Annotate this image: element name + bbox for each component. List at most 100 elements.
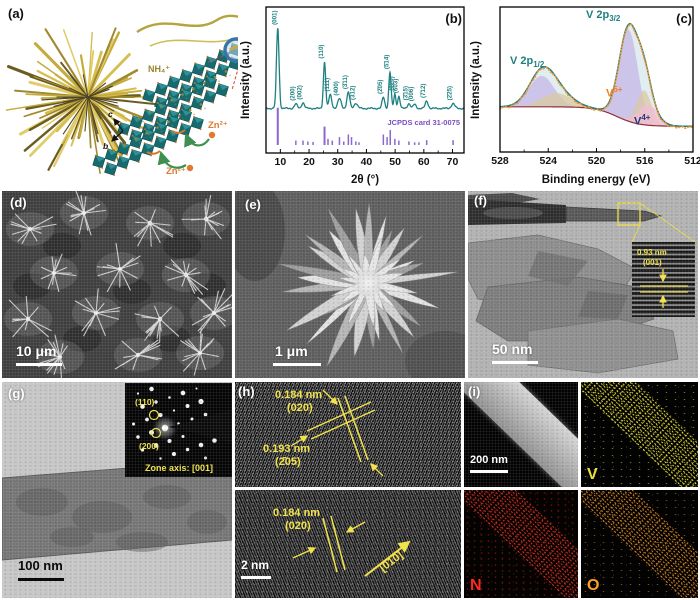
sem-void bbox=[153, 326, 191, 352]
urchin-spike bbox=[119, 268, 131, 291]
scalebar-h-text: 2 nm bbox=[241, 558, 270, 572]
urchin-core bbox=[57, 354, 63, 360]
urchin-spike bbox=[95, 310, 120, 314]
octahedron-facet bbox=[181, 103, 192, 110]
saed-ring-110 bbox=[148, 409, 160, 421]
zoom-dashed-line bbox=[207, 53, 229, 63]
nh4-dot bbox=[170, 98, 173, 102]
panel-a-schematic: NH₄⁺ Zn²⁺ Zn²⁺ c b (a) bbox=[2, 2, 260, 189]
panel-d-label: (d) bbox=[10, 195, 27, 210]
urchin-spike bbox=[200, 298, 215, 314]
urchin-spike bbox=[213, 307, 232, 314]
urchin-spike bbox=[137, 222, 151, 238]
nh4-dot-small bbox=[117, 153, 119, 156]
eds-map-v-quad: V bbox=[581, 382, 698, 487]
urchin-spike bbox=[88, 97, 127, 145]
vertex-dot bbox=[199, 128, 202, 131]
urchin-spike bbox=[87, 99, 92, 149]
vertex-dot bbox=[150, 154, 153, 157]
xps-plot: Binding energy (eV) Intensity (a.u.) 528… bbox=[470, 6, 700, 186]
diffraction-spot bbox=[204, 456, 207, 460]
vertex-dot bbox=[144, 128, 146, 131]
nh4-dot-small bbox=[160, 130, 163, 133]
urchin-spike bbox=[149, 209, 156, 224]
inset-connector-2 bbox=[631, 224, 641, 243]
xps-component-3 bbox=[496, 75, 588, 108]
diffraction-spot bbox=[167, 438, 172, 444]
inset-plane-text: (001) bbox=[643, 258, 662, 267]
urchin-spike bbox=[10, 223, 31, 230]
xrd-peak-label: (111) bbox=[324, 78, 331, 92]
xrd-peak-label: (3̄15) bbox=[402, 86, 409, 100]
xrd-peak-label: (3̄11) bbox=[342, 75, 349, 89]
zn-ion-right bbox=[208, 131, 216, 139]
tem-f-nanobelt-thin bbox=[565, 206, 663, 222]
urchin-spike bbox=[40, 272, 55, 280]
urchin-spike bbox=[54, 334, 61, 358]
vertex-dot bbox=[174, 141, 177, 144]
urchin-spike bbox=[205, 218, 219, 227]
x-tick-label: 10 bbox=[275, 156, 287, 168]
urchin-spike bbox=[82, 308, 97, 314]
vertex-dot bbox=[168, 129, 171, 131]
octahedron-facet bbox=[107, 162, 117, 170]
urchin-core bbox=[51, 270, 57, 276]
nh4-dot bbox=[202, 81, 206, 85]
lattice-line bbox=[306, 401, 372, 432]
lattice-line bbox=[337, 397, 362, 463]
panel-i-label: (i) bbox=[468, 384, 481, 399]
octahedron-facet bbox=[145, 89, 156, 96]
urchin-spike-dark bbox=[87, 82, 107, 98]
tem-f-facet-2 bbox=[578, 291, 628, 319]
vertex-dot bbox=[168, 109, 171, 112]
vertex-dot bbox=[206, 55, 209, 58]
urchin-spike bbox=[27, 318, 52, 332]
nh4-dot-small bbox=[185, 97, 188, 100]
octahedron-facet bbox=[207, 56, 217, 63]
hrtem-top-marks: 0.184 nm (020) 0.193 nm (2̄05) bbox=[263, 389, 384, 477]
spacing-arrow bbox=[292, 547, 317, 559]
xrd-peak-label: (006) bbox=[408, 87, 415, 101]
urchin-spike-dark bbox=[87, 96, 115, 112]
diffraction-spot bbox=[180, 390, 186, 396]
vertex-dot bbox=[107, 148, 109, 150]
urchin-spike bbox=[88, 53, 131, 97]
nh4-label: NH₄⁺ bbox=[148, 64, 170, 74]
nh4-dot-small bbox=[193, 113, 195, 115]
vertex-dot bbox=[101, 166, 104, 169]
crystal-slab bbox=[92, 108, 204, 177]
vertex-dot bbox=[143, 142, 146, 145]
vertex-dot bbox=[188, 101, 190, 103]
urchin-spike bbox=[25, 295, 29, 320]
nh4-dot-small bbox=[128, 148, 130, 150]
xps-v2p32-sub: 3/2 bbox=[609, 14, 621, 24]
xps-v2p12-sub: 1/2 bbox=[533, 60, 545, 70]
octahedron-facet bbox=[132, 135, 143, 142]
octahedron-facet bbox=[157, 116, 167, 123]
tem-f-facet-1 bbox=[528, 251, 588, 286]
vertex-dot bbox=[175, 127, 178, 130]
scalebar-e-text: 1 μm bbox=[275, 343, 308, 359]
diffraction-spot bbox=[153, 443, 159, 448]
vertex-dot bbox=[180, 102, 183, 105]
urchin-spike bbox=[27, 318, 49, 338]
xrd-peak-label: (312) bbox=[349, 86, 356, 100]
urchin-spike bbox=[95, 288, 99, 314]
diffraction-spot bbox=[140, 448, 145, 452]
vertex-dot bbox=[200, 94, 203, 97]
octahedron-facet bbox=[193, 116, 204, 124]
urchin-spike bbox=[70, 99, 88, 140]
diffraction-spot bbox=[177, 422, 180, 425]
urchin-spike bbox=[47, 339, 61, 358]
octahedron-facet bbox=[182, 83, 192, 90]
nh4-dot bbox=[159, 104, 163, 108]
xrd-peak-label: (6̄03) bbox=[392, 79, 399, 93]
urchin-spike bbox=[67, 98, 88, 135]
urchin-spike bbox=[78, 98, 89, 138]
urchin-spike bbox=[119, 262, 139, 270]
vertex-dot bbox=[224, 75, 227, 78]
urchin-spike bbox=[29, 223, 57, 230]
vertex-dot bbox=[131, 128, 134, 131]
octahedron-facet bbox=[157, 82, 168, 90]
flower-group bbox=[279, 203, 459, 367]
